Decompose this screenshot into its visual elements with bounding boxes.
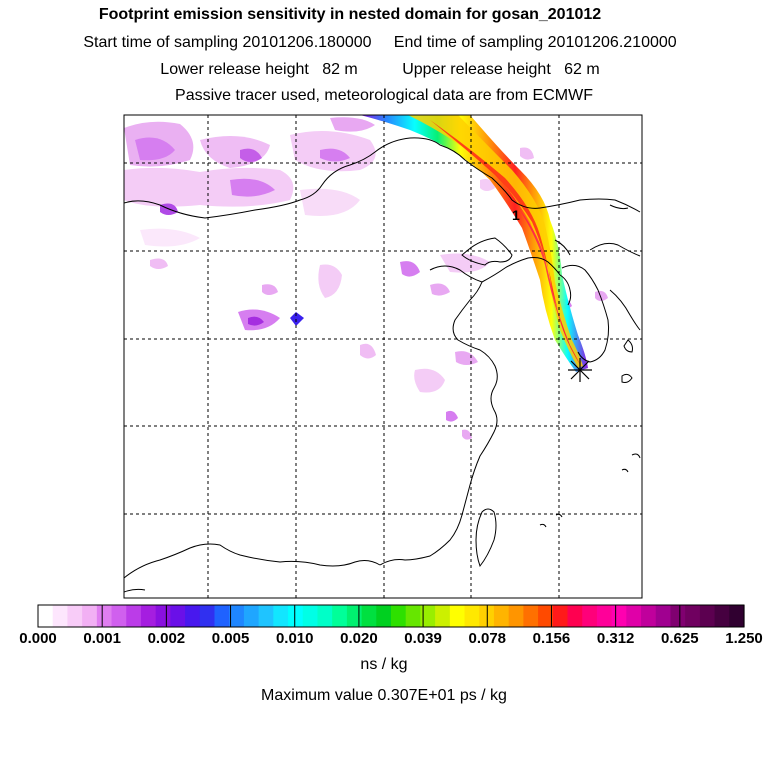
- colorbar-cell: [508, 605, 524, 627]
- receptor-star-icon: [568, 358, 592, 382]
- colorbar-cell: [111, 605, 127, 627]
- colorbar-tick-label: 0.020: [340, 630, 378, 647]
- colorbar-cell: [391, 605, 407, 627]
- lower-value: 82 m: [322, 61, 358, 78]
- graticule: [124, 115, 642, 598]
- colorbar-cell: [96, 605, 113, 627]
- colorbar-cell: [67, 605, 83, 627]
- colorbar-cell: [420, 605, 436, 627]
- colorbar-cell: [582, 605, 598, 627]
- plume-label: 1: [512, 207, 520, 223]
- colorbar-cell: [523, 605, 539, 627]
- coastlines: [124, 137, 641, 593]
- upper-value: 62 m: [564, 61, 600, 78]
- colorbar-tick-label: 0.005: [211, 630, 250, 647]
- colorbar-cell: [493, 605, 510, 627]
- colorbar-cell: [332, 605, 348, 627]
- colorbar-cell: [302, 605, 319, 627]
- colorbar-cell: [538, 605, 554, 627]
- tracer-note: Passive tracer used, meteorological data…: [175, 87, 593, 104]
- max-value-text: Maximum value 0.307E+01 ps / kg: [0, 687, 768, 705]
- colorbar-tick-label: 0.001: [83, 630, 121, 647]
- colorbar-tick-label: 1.250: [725, 630, 763, 647]
- colorbar-cell: [626, 605, 642, 627]
- colorbar-cell: [729, 605, 745, 627]
- colorbar-cell: [464, 605, 480, 627]
- colorbar-cell: [405, 605, 422, 627]
- colorbar-cell: [641, 605, 657, 627]
- colorbar-cell: [243, 605, 260, 627]
- colorbar-cell: [699, 605, 716, 627]
- colorbar-cell: [170, 605, 186, 627]
- sampling-times: Start time of sampling 20101206.180000 E…: [0, 34, 760, 52]
- colorbar-cell: [199, 605, 216, 627]
- colorbar-dividers: [101, 605, 681, 627]
- colorbar-cell: [38, 605, 54, 627]
- release-heights: Lower release height 82 m Upper release …: [0, 61, 760, 79]
- page-title: Footprint emission sensitivity in nested…: [98, 6, 602, 23]
- colorbar-cell: [449, 605, 466, 627]
- colorbar-frame: [37, 604, 745, 628]
- colorbar-tick-label: 0.312: [596, 630, 635, 647]
- colorbar-cell: [317, 605, 333, 627]
- colorbar-cell: [552, 605, 569, 627]
- colorbar-cell: [596, 605, 613, 627]
- colorbar-cell: [288, 605, 304, 627]
- map-frame: [123, 114, 643, 599]
- colorbar-cell: [140, 605, 157, 627]
- colorbar-cell: [273, 605, 289, 627]
- colorbar-cells: [38, 605, 745, 627]
- map-area: [124, 115, 642, 598]
- colorbar-cell: [685, 605, 701, 627]
- colorbar-tick-label: 0.156: [532, 630, 571, 647]
- end-label: End time of sampling: [393, 34, 544, 51]
- upper-label: Upper release height: [402, 61, 551, 78]
- colorbar-tick-label: 0.000: [19, 630, 57, 647]
- colorbar-cell: [82, 605, 98, 627]
- colorbar-tick-label: 0.039: [404, 630, 442, 647]
- units-label: ns / kg: [360, 656, 408, 673]
- low-sensitivity-patches: [124, 117, 608, 440]
- colorbar-cell: [346, 605, 363, 627]
- colorbar-cell: [655, 605, 672, 627]
- colorbar-cell: [258, 605, 274, 627]
- colorbar-cell: [376, 605, 392, 627]
- colorbar-cell: [126, 605, 142, 627]
- colorbar-tick-label: 0.010: [275, 630, 314, 647]
- max-value: 0.307E+01 ps / kg: [377, 687, 507, 704]
- max-label: Maximum value: [261, 687, 374, 704]
- colorbar-tick-label: 0.078: [468, 630, 507, 647]
- end-value: 20101206.210000: [547, 34, 677, 51]
- colorbar-cell: [185, 605, 201, 627]
- start-label: Start time of sampling: [83, 34, 239, 51]
- colorbar-cell: [670, 605, 686, 627]
- colorbar-cell: [229, 605, 245, 627]
- colorbar-cell: [214, 605, 230, 627]
- colorbar-cell: [714, 605, 730, 627]
- colorbar-cell: [361, 605, 377, 627]
- lower-label: Lower release height: [160, 61, 309, 78]
- start-value: 20101206.180000: [242, 34, 372, 51]
- colorbar-cell: [567, 605, 583, 627]
- colorbar-cell: [435, 605, 451, 627]
- colorbar-cell: [155, 605, 171, 627]
- colorbar-tick-label: 0.002: [147, 630, 186, 647]
- colorbar-cell: [52, 605, 69, 627]
- colorbar-cell: [611, 605, 627, 627]
- colorbar-tick-label: 0.625: [661, 630, 699, 647]
